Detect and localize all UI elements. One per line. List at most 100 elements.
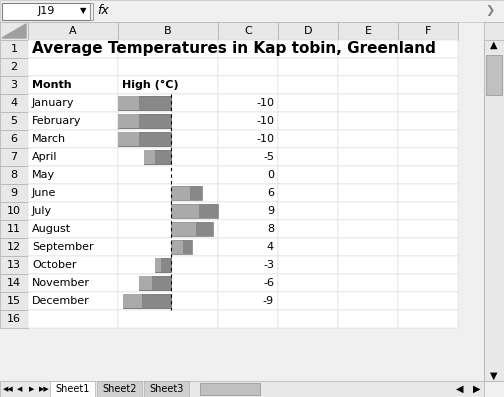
Text: 14: 14 — [7, 278, 21, 288]
Text: 16: 16 — [7, 314, 21, 324]
Bar — [218, 184, 278, 202]
Bar — [278, 310, 338, 328]
Text: Month: Month — [32, 80, 72, 90]
Bar — [0, 76, 28, 94]
Text: 8: 8 — [267, 224, 274, 234]
Bar — [278, 274, 338, 292]
Text: February: February — [32, 116, 82, 126]
Bar — [28, 22, 118, 40]
Bar — [218, 220, 278, 238]
Bar — [0, 381, 484, 397]
Text: September: September — [32, 242, 94, 252]
Text: ▲: ▲ — [490, 40, 498, 50]
Bar — [278, 166, 338, 184]
Bar — [199, 204, 218, 218]
Bar — [218, 112, 278, 130]
Bar — [28, 202, 118, 220]
Bar — [398, 238, 458, 256]
Bar — [484, 22, 504, 381]
Bar — [218, 58, 278, 76]
Bar — [118, 114, 171, 128]
Bar — [338, 256, 398, 274]
Bar — [398, 166, 458, 184]
Bar — [278, 94, 338, 112]
Bar — [218, 274, 278, 292]
Text: December: December — [32, 296, 90, 306]
Text: ▶: ▶ — [473, 384, 481, 394]
Bar — [118, 132, 139, 146]
Bar — [218, 238, 278, 256]
Bar — [144, 381, 189, 397]
Bar — [278, 238, 338, 256]
Bar — [338, 94, 398, 112]
Text: 4: 4 — [267, 242, 274, 252]
Bar — [118, 96, 171, 110]
Bar — [28, 184, 118, 202]
Bar — [118, 238, 218, 256]
Text: ▼: ▼ — [80, 6, 86, 15]
Text: ▶▶: ▶▶ — [39, 386, 49, 392]
Text: 6: 6 — [11, 134, 18, 144]
Text: -9: -9 — [263, 296, 274, 306]
Text: -10: -10 — [256, 98, 274, 108]
Bar — [171, 186, 202, 200]
Bar — [278, 112, 338, 130]
Bar — [486, 55, 502, 95]
Text: 5: 5 — [11, 116, 18, 126]
Text: May: May — [32, 170, 55, 180]
Text: March: March — [32, 134, 66, 144]
Bar — [139, 276, 171, 290]
Text: A: A — [69, 26, 77, 36]
Bar — [28, 256, 118, 274]
Bar — [338, 238, 398, 256]
Text: 2: 2 — [11, 62, 18, 72]
Bar — [278, 184, 338, 202]
Bar — [123, 294, 171, 308]
Bar — [278, 130, 338, 148]
Bar — [123, 294, 142, 308]
Text: Average Temperatures in Kap tobin, Greenland: Average Temperatures in Kap tobin, Green… — [32, 42, 436, 56]
Bar — [338, 292, 398, 310]
Bar — [0, 58, 28, 76]
Bar — [28, 130, 118, 148]
Bar — [144, 150, 171, 164]
Bar — [398, 310, 458, 328]
Text: ◀: ◀ — [17, 386, 23, 392]
Bar — [0, 292, 28, 310]
Bar — [28, 166, 118, 184]
Text: July: July — [32, 206, 52, 216]
Bar — [118, 148, 218, 166]
Text: 12: 12 — [7, 242, 21, 252]
Bar — [338, 148, 398, 166]
Bar — [398, 130, 458, 148]
Bar — [28, 238, 118, 256]
Text: E: E — [364, 26, 371, 36]
Text: 9: 9 — [11, 188, 18, 198]
Text: Sheet1: Sheet1 — [55, 384, 90, 394]
Bar — [0, 238, 28, 256]
Bar — [278, 76, 338, 94]
Bar — [278, 22, 338, 40]
Text: 11: 11 — [7, 224, 21, 234]
Bar — [338, 22, 398, 40]
Text: 0: 0 — [267, 170, 274, 180]
Bar — [398, 40, 458, 58]
Bar — [338, 274, 398, 292]
Bar — [218, 22, 278, 40]
Text: 9: 9 — [267, 206, 274, 216]
Bar — [278, 292, 338, 310]
Bar — [0, 220, 28, 238]
Bar — [0, 256, 28, 274]
Bar — [278, 40, 338, 58]
Bar — [118, 40, 218, 58]
Bar — [0, 148, 28, 166]
Bar — [118, 202, 218, 220]
Bar — [0, 40, 28, 58]
Bar — [118, 130, 218, 148]
Text: 7: 7 — [11, 152, 18, 162]
Bar — [278, 202, 338, 220]
Bar — [139, 276, 152, 290]
Bar — [0, 94, 28, 112]
Bar — [218, 130, 278, 148]
Bar — [28, 292, 118, 310]
